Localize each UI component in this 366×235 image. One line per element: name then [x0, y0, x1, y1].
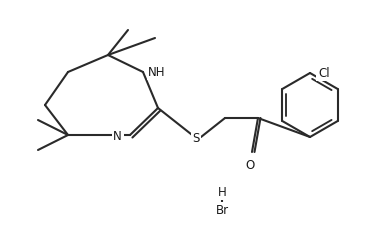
Text: N: N: [113, 130, 122, 144]
Text: O: O: [245, 159, 255, 172]
Text: Cl: Cl: [318, 67, 330, 79]
Text: NH: NH: [148, 66, 166, 78]
Text: Br: Br: [216, 204, 228, 216]
Text: S: S: [192, 132, 200, 145]
Text: H: H: [218, 185, 227, 199]
